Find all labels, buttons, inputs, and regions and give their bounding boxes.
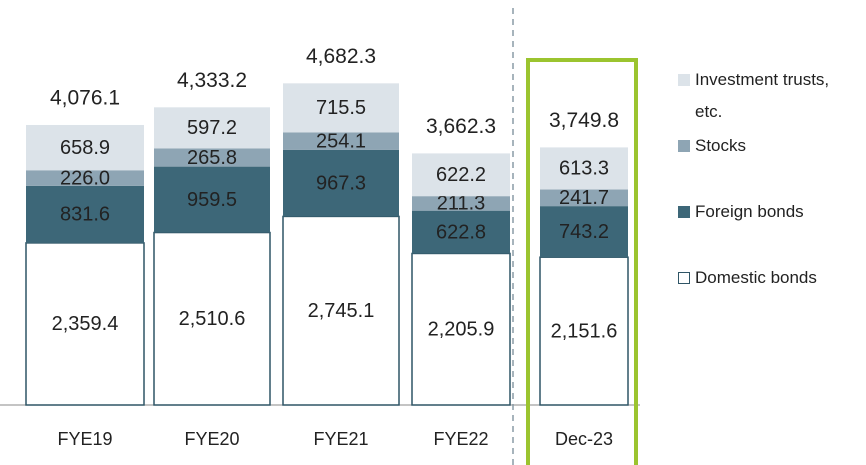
x-tick-label: FYE22 (433, 429, 488, 449)
x-tick-label: FYE19 (57, 429, 112, 449)
bar-segment (154, 148, 270, 167)
data-label: 831.6 (60, 204, 110, 226)
total-label: 4,682.3 (306, 45, 376, 68)
chart: 2,359.4 831.6 226.0 658.9 4,076.1 FYE19 2,510.… (0, 8, 640, 465)
data-label: 2,359.4 (52, 313, 119, 335)
bar-segment (540, 206, 628, 258)
bar-segment (540, 147, 628, 190)
data-label: 959.5 (187, 189, 237, 211)
bar-segment (540, 189, 628, 207)
legend-item: Investment trusts, etc. (678, 64, 855, 128)
data-label: 967.3 (316, 172, 366, 194)
legend-swatch (678, 206, 690, 218)
data-label: 2,745.1 (308, 300, 375, 322)
legend-swatch (678, 140, 690, 152)
data-label: 622.2 (436, 164, 486, 186)
data-label: 613.3 (559, 158, 609, 180)
bar-segment (26, 124, 144, 171)
bar-segment (26, 170, 144, 186)
legend-item: Stocks (678, 130, 855, 162)
total-label: 3,662.3 (426, 115, 496, 138)
legend-label: Stocks (695, 136, 747, 155)
data-label: 241.7 (559, 187, 609, 209)
total-label: 3,749.8 (549, 109, 619, 132)
bar-segment (412, 210, 510, 254)
x-tick-label: FYE21 (313, 429, 368, 449)
x-tick-label: Dec-23 (555, 429, 613, 449)
legend-item: Domestic bonds (678, 262, 855, 294)
bar-segment (283, 132, 399, 150)
bar-segment (25, 242, 145, 406)
bar-segment (283, 83, 399, 133)
data-label: 2,510.6 (179, 308, 246, 330)
bar-segment (282, 215, 400, 406)
legend-item: Foreign bonds (678, 196, 855, 228)
data-label: 622.8 (436, 221, 486, 243)
legend-label: Investment trusts, etc. (695, 70, 830, 121)
bar-segment (539, 256, 629, 406)
data-label: 265.8 (187, 147, 237, 169)
data-label: 658.9 (60, 137, 110, 159)
data-label: 2,151.6 (551, 320, 618, 342)
legend-swatch (678, 272, 690, 284)
legend-swatch (678, 74, 690, 86)
bar-segment (154, 107, 270, 149)
data-label: 211.3 (437, 193, 486, 215)
data-label: 743.2 (559, 221, 609, 243)
bar-segment (26, 185, 144, 243)
highlight-box (526, 58, 638, 465)
legend-label: Domestic bonds (695, 268, 817, 287)
bar-segment (283, 149, 399, 217)
data-label: 254.1 (316, 131, 366, 153)
bar-segment (154, 166, 270, 233)
bar-segment (412, 196, 510, 211)
total-label: 4,076.1 (50, 87, 120, 110)
data-label: 226.0 (60, 167, 110, 189)
total-label: 4,333.2 (177, 69, 247, 92)
x-tick-label: FYE20 (184, 429, 239, 449)
bar-segment (412, 153, 510, 197)
data-label: 597.2 (187, 117, 237, 139)
data-label: 715.5 (316, 97, 366, 119)
bar-segment (153, 231, 271, 406)
data-label: 2,205.9 (428, 319, 495, 341)
legend-label: Foreign bonds (695, 202, 804, 221)
